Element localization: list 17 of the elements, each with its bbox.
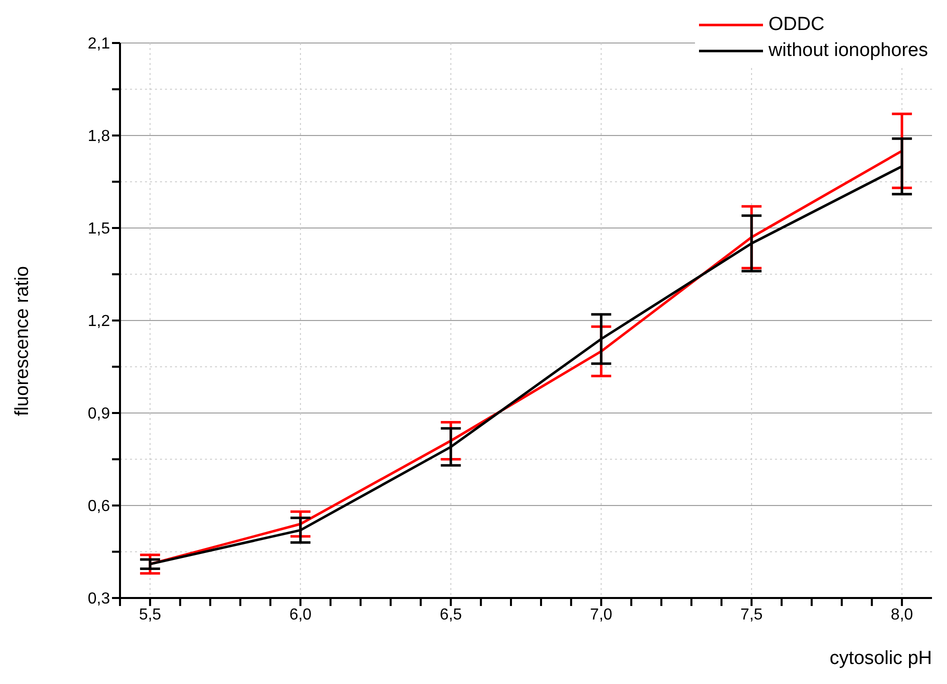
x-tick-label: 6,5: [440, 606, 462, 624]
y-tick-label: 1,5: [88, 220, 110, 238]
x-tick-label: 7,0: [590, 606, 612, 624]
y-tick-label: 0,9: [88, 406, 110, 423]
legend-label: ODDC: [768, 14, 824, 36]
y-tick-label: 1,2: [88, 313, 110, 330]
y-tick-label: 0,6: [88, 498, 110, 516]
x-tick-label: 7,5: [740, 606, 763, 624]
y-tick-label: 1,8: [88, 128, 110, 146]
y-tick-label: 0,3: [88, 590, 110, 608]
x-tick-label: 5,5: [138, 606, 162, 624]
legend-label: without ionophores: [768, 40, 928, 62]
x-tick-label: 6,0: [289, 606, 312, 624]
x-axis-title: cytosolic pH: [830, 648, 932, 670]
y-axis-title: fluorescence ratio: [12, 266, 34, 416]
y-tick-label: 2,1: [88, 36, 110, 53]
x-tick-label: 8,0: [890, 606, 914, 624]
